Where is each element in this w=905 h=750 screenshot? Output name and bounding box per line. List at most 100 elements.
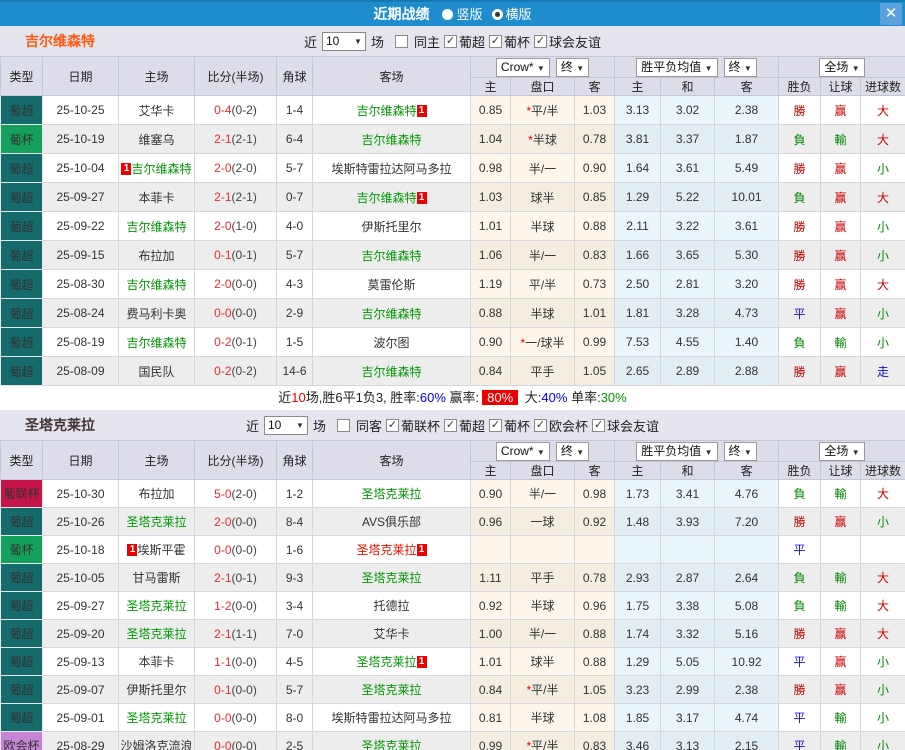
corner-cell: 5-7 bbox=[276, 240, 313, 270]
team-name: 维塞乌 bbox=[138, 132, 175, 147]
scope-select[interactable]: 全场 ▼ bbox=[819, 441, 865, 461]
matches-count-select[interactable]: 10 ▼ bbox=[263, 415, 308, 435]
result-cell: 小 bbox=[860, 211, 905, 241]
red-card-badge: 1 bbox=[121, 162, 132, 175]
score-cell: 0-0(0-0) bbox=[194, 298, 277, 328]
handicap-cell: 平/半 bbox=[510, 269, 575, 299]
result-cell: 小 bbox=[860, 731, 905, 750]
chevron-down-icon: ▼ bbox=[704, 447, 713, 457]
result-cell: 輸 bbox=[820, 563, 862, 592]
odds-home-cell: 0.88 bbox=[470, 298, 511, 328]
sub-col-header: 让球 bbox=[820, 77, 862, 96]
venue-checkbox-label: 同主 bbox=[413, 34, 440, 50]
result-cell bbox=[860, 535, 905, 564]
col-header: 比分(半场) bbox=[194, 56, 277, 96]
handicap-cell bbox=[510, 535, 575, 564]
chevron-down-icon: ▼ bbox=[576, 447, 585, 457]
team-name: 费马利卡奥 bbox=[126, 306, 187, 321]
league-type-badge: 葡超 bbox=[0, 182, 43, 212]
result-cell: 小 bbox=[860, 703, 905, 732]
away-cell: 圣塔克莱拉 bbox=[312, 563, 471, 592]
result-cell: 小 bbox=[860, 153, 905, 183]
league-checkbox-0[interactable]: ✓ bbox=[385, 418, 399, 432]
odds-source-select[interactable]: Crow* ▼ bbox=[495, 441, 550, 461]
avg-final-select[interactable]: 终 ▼ bbox=[723, 57, 757, 77]
col-header: 日期 bbox=[42, 56, 119, 96]
titlebar: 近期战绩 竖版 横版 ✕ bbox=[0, 0, 905, 26]
result-cell: 赢 bbox=[820, 298, 862, 328]
away-cell: 吉尔维森特 bbox=[312, 240, 471, 270]
date-cell: 25-10-26 bbox=[42, 507, 119, 536]
odds-final-select[interactable]: 终 ▼ bbox=[555, 57, 590, 77]
summary-segment: 近 bbox=[278, 390, 292, 405]
venue-checkbox[interactable] bbox=[394, 34, 408, 48]
odds-away-cell: 1.01 bbox=[573, 298, 616, 328]
team-name: 艾华卡 bbox=[373, 627, 410, 641]
venue-checkbox[interactable] bbox=[336, 418, 350, 432]
scope-select[interactable]: 全场 ▼ bbox=[819, 57, 865, 77]
avg-away-cell: 1.87 bbox=[714, 124, 780, 154]
panel-title: 近期战绩 bbox=[373, 6, 430, 22]
col-header: 主场 bbox=[118, 440, 195, 480]
result-cell: 赢 bbox=[820, 619, 862, 648]
corner-cell: 2-9 bbox=[276, 298, 313, 328]
layout-radio-0[interactable] bbox=[442, 9, 454, 20]
odds-home-cell: 0.85 bbox=[470, 95, 511, 125]
league-type-badge: 葡超 bbox=[0, 675, 43, 704]
result-cell: 小 bbox=[860, 327, 905, 357]
avg-away-cell: 3.61 bbox=[714, 211, 780, 241]
col-header: 类型 bbox=[0, 56, 43, 96]
team-name: 托德拉 bbox=[373, 599, 410, 613]
avg-away-cell: 4.76 bbox=[714, 479, 780, 508]
result-cell: 赢 bbox=[820, 95, 862, 125]
league-checkbox-2[interactable]: ✓ bbox=[534, 34, 548, 48]
corner-cell: 8-0 bbox=[276, 703, 313, 732]
avg-draw-cell: 3.17 bbox=[660, 703, 716, 732]
league-checkbox-2[interactable]: ✓ bbox=[489, 418, 503, 432]
odds-away-cell: 0.96 bbox=[573, 591, 616, 620]
league-checkbox-3-label: 欧会杯 bbox=[549, 418, 589, 434]
filter-row: 吉尔维森特近 10 ▼ 场同主 ✓ 葡超 ✓ 葡杯 ✓ 球会友谊 bbox=[0, 26, 905, 56]
avg-home-cell: 2.50 bbox=[614, 269, 662, 299]
matches-count-select[interactable]: 10 ▼ bbox=[321, 31, 366, 51]
corner-cell: 0-7 bbox=[276, 182, 313, 212]
summary-segment: 场,胜6平1负3, 胜率: bbox=[305, 390, 420, 405]
avg-draw-cell: 3.32 bbox=[660, 619, 716, 648]
avg-home-cell: 3.46 bbox=[614, 731, 662, 750]
avg-type-select[interactable]: 胜平负均值 ▼ bbox=[636, 441, 718, 461]
league-checkbox-3[interactable]: ✓ bbox=[534, 418, 548, 432]
league-checkbox-4[interactable]: ✓ bbox=[592, 418, 606, 432]
avg-type-select[interactable]: 胜平负均值 ▼ bbox=[636, 57, 718, 77]
odds-source-select[interactable]: Crow* ▼ bbox=[495, 57, 550, 77]
score-cell: 1-1(0-0) bbox=[194, 647, 277, 676]
sub-col-header: 胜负 bbox=[778, 77, 822, 96]
chevron-down-icon: ▼ bbox=[536, 447, 545, 457]
handicap-cell: 半球 bbox=[510, 298, 575, 328]
corner-cell: 9-3 bbox=[276, 563, 313, 592]
avg-home-cell bbox=[614, 535, 662, 564]
result-cell: 勝 bbox=[778, 95, 822, 125]
table-row: 葡杯 25-10-19 维塞乌 2-1(2-1) 6-4 吉尔维森特 1.04 *半球 0.78… bbox=[0, 124, 905, 154]
avg-final-select[interactable]: 终 ▼ bbox=[723, 441, 757, 461]
odds-away-cell: 0.88 bbox=[573, 211, 616, 241]
sub-col-header: 让球 bbox=[820, 461, 862, 480]
odds-final-select[interactable]: 终 ▼ bbox=[555, 441, 590, 461]
result-cell: 走 bbox=[860, 356, 905, 386]
sub-col-header: 和 bbox=[660, 77, 716, 96]
league-checkbox-0[interactable]: ✓ bbox=[444, 34, 457, 48]
chevron-down-icon: ▼ bbox=[743, 63, 752, 73]
col-header: 主场 bbox=[118, 56, 195, 96]
layout-radio-1[interactable] bbox=[491, 9, 503, 20]
league-type-badge: 葡超 bbox=[0, 269, 43, 299]
chevron-down-icon: ▼ bbox=[296, 420, 304, 430]
handicap-cell: 半/一 bbox=[510, 153, 575, 183]
odds-away-cell: 0.99 bbox=[573, 327, 616, 357]
odds-away-cell: 0.83 bbox=[573, 731, 616, 750]
league-checkbox-1[interactable]: ✓ bbox=[444, 418, 457, 432]
avg-draw-cell: 3.37 bbox=[660, 124, 716, 154]
team-name: 本菲卡 bbox=[138, 655, 175, 669]
league-checkbox-1[interactable]: ✓ bbox=[489, 34, 503, 48]
close-button[interactable]: ✕ bbox=[880, 3, 902, 25]
result-cell: 負 bbox=[778, 591, 822, 620]
date-cell: 25-08-29 bbox=[42, 731, 119, 750]
